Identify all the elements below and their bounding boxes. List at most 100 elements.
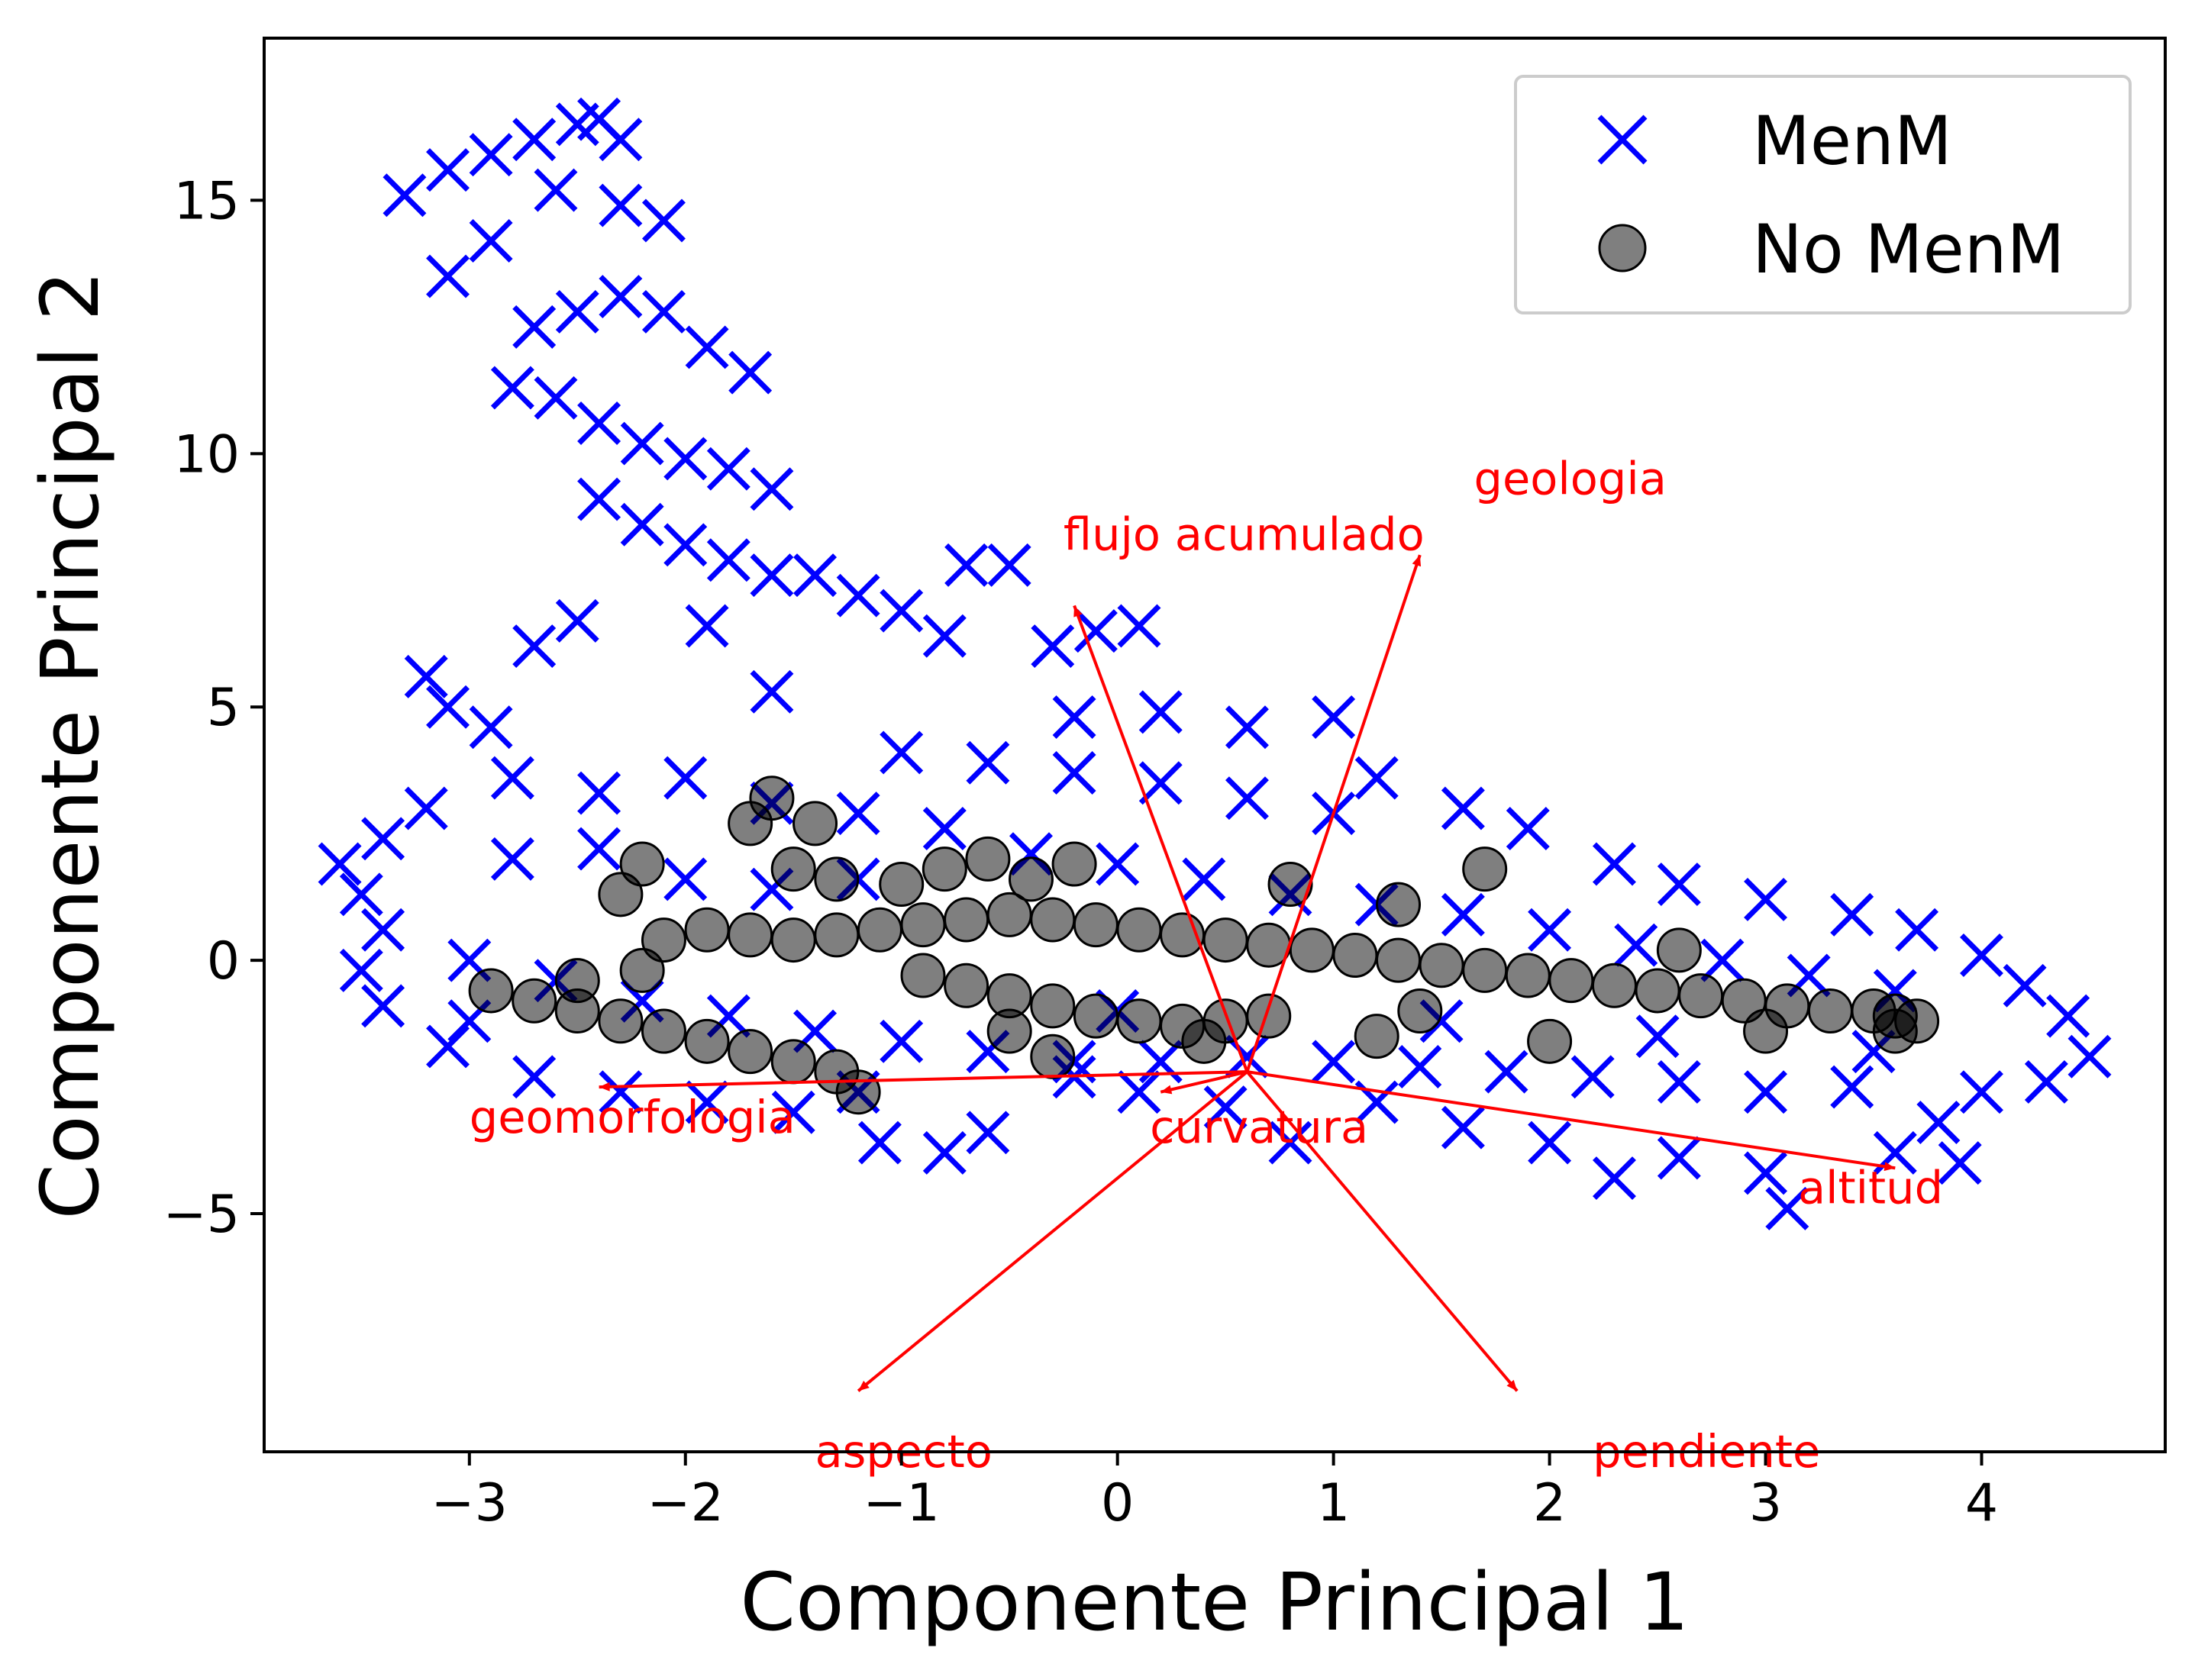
no-menm-point (1527, 1018, 1573, 1064)
no-menm-point (598, 872, 644, 917)
legend-marker-no-menm (1598, 224, 1647, 272)
loading-label: geologia (1474, 452, 1667, 505)
no-menm-point (1462, 947, 1508, 993)
menm-point (1096, 842, 1140, 886)
no-menm-point (728, 912, 773, 958)
menm-point (1031, 624, 1075, 669)
menm-point (404, 786, 448, 830)
menm-point (663, 523, 708, 567)
loading-arrowhead (858, 1380, 870, 1391)
menm-point (426, 148, 470, 192)
no-menm-point (749, 776, 795, 821)
no-menm-point (641, 1008, 686, 1054)
no-menm-point (1656, 927, 1702, 973)
menm-point (512, 1055, 557, 1099)
menm-point (1203, 1085, 1248, 1130)
menm-point (404, 654, 448, 698)
menm-point (750, 553, 794, 598)
legend-marker-menm (1597, 114, 1648, 165)
menm-point (966, 740, 1010, 785)
x-tick-label: 0 (1101, 1473, 1134, 1533)
menm-point (339, 872, 383, 917)
x-tick-label: −1 (863, 1473, 940, 1533)
no-menm-point (1678, 973, 1724, 1019)
menm-point (1744, 877, 1788, 921)
menm-point (361, 817, 405, 861)
no-menm-point (1246, 993, 1292, 1039)
menm-point (1138, 761, 1183, 805)
loading-arrow (857, 1070, 1248, 1392)
y-tick-label: 5 (207, 678, 240, 738)
menm-point (1570, 1055, 1615, 1099)
menm-point (663, 857, 708, 901)
no-menm-point (684, 907, 730, 953)
menm-point (966, 1111, 1010, 1155)
no-menm-point (1872, 1008, 1918, 1054)
loading-arrowhead (1160, 1085, 1173, 1095)
menm-point (857, 1121, 902, 1165)
menm-point (2003, 963, 2047, 1008)
plot-frame (263, 37, 2167, 1453)
menm-point (361, 984, 405, 1028)
loading-arrowhead (1412, 555, 1422, 567)
menm-point (512, 624, 557, 669)
menm-point (922, 1130, 967, 1175)
no-menm-point (770, 1039, 816, 1085)
no-menm-point (1116, 907, 1162, 953)
x-tick-label: 3 (1749, 1473, 1782, 1533)
legend-label-no-menm: No MenM (1752, 210, 2064, 289)
menm-point (880, 730, 924, 775)
menm-point (318, 842, 362, 886)
no-menm-point (1397, 988, 1443, 1033)
x-axis-ticks: −3 −2 −1 0 1 2 3 4 (431, 1452, 1998, 1533)
menm-point (577, 771, 621, 815)
no-menm-point (1030, 1033, 1076, 1079)
menm-point (1916, 1101, 1961, 1145)
menm-point (1960, 934, 2003, 977)
menm-point (512, 305, 557, 349)
menm-point (1117, 1070, 1161, 1114)
menm-point (339, 948, 383, 992)
loading-arrow (599, 1070, 1248, 1089)
menm-point (599, 118, 643, 162)
no-menm-point (944, 897, 989, 943)
no-menm-point (835, 1069, 881, 1115)
no-menm-point (1743, 1008, 1789, 1054)
menm-point (1744, 1151, 1788, 1195)
loading-arrow (1247, 1070, 1896, 1170)
loading-label: altitud (1798, 1162, 1943, 1214)
menm-point (836, 792, 880, 836)
menm-point (1398, 1045, 1442, 1088)
menm-point (577, 401, 621, 445)
y-axis-ticks: −5 0 5 10 15 (163, 171, 264, 1245)
menm-point (641, 289, 686, 334)
menm-point (1528, 908, 1572, 952)
menm-point (599, 1070, 643, 1114)
menm-point (555, 598, 599, 643)
menm-point (620, 502, 664, 547)
menm-point (577, 827, 621, 871)
loading-label: flujo acumulado (1064, 508, 1425, 560)
menm-point (534, 168, 578, 212)
legend-label-menm: MenM (1752, 102, 1952, 180)
menm-point (1528, 1121, 1572, 1165)
menm-point (620, 421, 664, 466)
no-menm-point (1289, 927, 1335, 973)
menm-point (512, 118, 557, 162)
menm-point (685, 1080, 729, 1124)
menm-point (641, 198, 686, 243)
menm-point (1765, 1186, 1809, 1230)
loading-arrow (1245, 1070, 1519, 1392)
loading-arrow (1073, 605, 1249, 1072)
menm-point (1700, 938, 1745, 982)
no-menm-point (922, 846, 967, 892)
menm-point (750, 467, 794, 511)
no-menm-point (792, 801, 838, 846)
menm-point (1225, 776, 1269, 821)
menm-point (1354, 756, 1399, 800)
menm-point (555, 289, 599, 334)
no-menm-point (900, 953, 946, 998)
loading-arrowhead (1884, 1162, 1896, 1172)
